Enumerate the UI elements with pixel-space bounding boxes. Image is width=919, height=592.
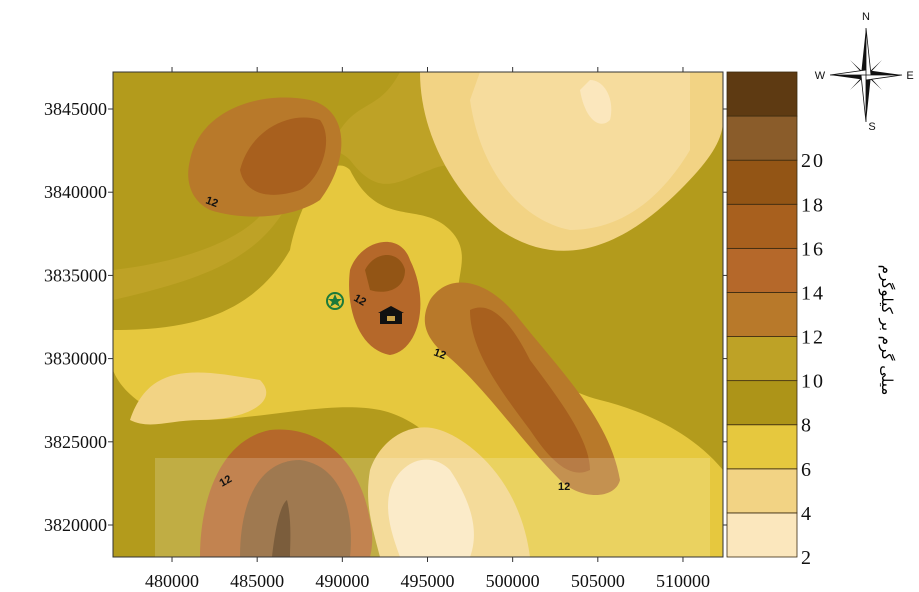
- legend-swatch: [727, 337, 797, 381]
- watermark: [155, 458, 710, 557]
- legend-label: 4: [801, 503, 813, 525]
- x-tick-label: 495000: [400, 571, 454, 591]
- legend-swatch: [727, 116, 797, 160]
- legend-swatch: [727, 160, 797, 204]
- legend-swatch: [727, 204, 797, 248]
- compass: N S E W: [815, 11, 914, 133]
- compass-label: N: [862, 11, 870, 23]
- legend-label: 14: [801, 282, 825, 304]
- y-tick-label: 3825000: [44, 432, 107, 452]
- compass-label: E: [906, 70, 913, 82]
- x-tick-label: 510000: [656, 571, 710, 591]
- legend-title: میلی گرم بر کیلوگرم: [878, 265, 896, 396]
- x-tick-label: 490000: [315, 571, 369, 591]
- legend-swatch: [727, 469, 797, 513]
- legend-swatch: [727, 513, 797, 557]
- y-tick-label: 3820000: [44, 515, 107, 535]
- legend-label: 8: [801, 415, 813, 437]
- x-tick-label: 485000: [230, 571, 284, 591]
- y-tick-label: 3830000: [44, 349, 107, 369]
- legend-swatch: [727, 72, 797, 116]
- legend-label: 16: [801, 238, 825, 260]
- y-tick-label: 3845000: [44, 99, 107, 119]
- y-tick-label: 3835000: [44, 265, 107, 285]
- legend-swatch: [727, 292, 797, 336]
- x-tick-label: 500000: [486, 571, 540, 591]
- legend-label: 6: [801, 459, 813, 481]
- legend: 2 4 6 8 10 12 14 16 18 20: [727, 72, 825, 569]
- x-tick-label: 480000: [145, 571, 199, 591]
- legend-label: 20: [801, 150, 825, 172]
- legend-label: 18: [801, 194, 825, 216]
- legend-swatch: [727, 248, 797, 292]
- compass-label: S: [868, 121, 875, 133]
- legend-swatch: [727, 425, 797, 469]
- contour-label: 12: [558, 481, 570, 493]
- legend-swatch: [727, 381, 797, 425]
- legend-label: 2: [801, 547, 813, 569]
- compass-label: W: [815, 70, 826, 82]
- map-figure: 12 12 12 12 12 480000 485000 490000 495000 5…: [0, 0, 919, 592]
- legend-label: 10: [801, 371, 825, 393]
- map-area: 12 12 12 12 12: [113, 72, 723, 557]
- legend-label: 12: [801, 327, 825, 349]
- x-tick-label: 505000: [571, 571, 625, 591]
- y-tick-label: 3840000: [44, 182, 107, 202]
